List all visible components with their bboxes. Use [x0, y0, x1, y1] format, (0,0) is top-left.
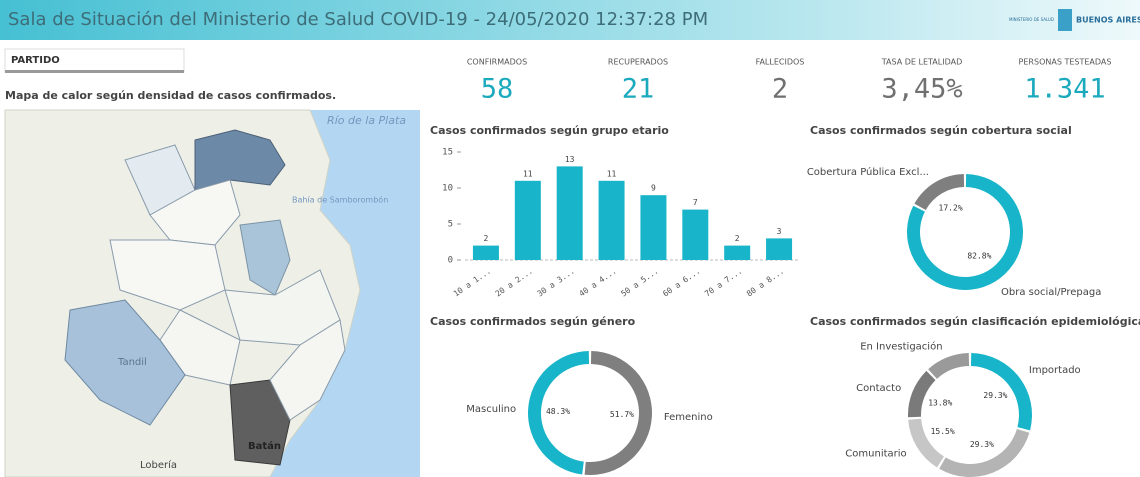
kpi-value: 21 — [622, 74, 655, 105]
y-tick-label: 10 — [442, 184, 453, 194]
category-label: Comunitario — [845, 448, 906, 459]
partido — [159, 309, 241, 386]
donut-slice — [939, 429, 1030, 477]
value-label: 2 — [484, 234, 489, 243]
kpi-value: 2 — [772, 74, 788, 105]
bar — [640, 195, 667, 260]
chart-title: Casos confirmados según grupo etario — [430, 124, 669, 137]
partido — [239, 219, 291, 296]
donut-slice — [907, 370, 936, 418]
x-tick-label: 50 a 5... — [619, 266, 660, 298]
value-label: 48.3% — [546, 407, 570, 416]
value-label: 82.8% — [967, 252, 991, 261]
kpi-label: FALLECIDOS — [756, 58, 805, 67]
donut-slice — [914, 174, 965, 211]
donut-slice — [908, 418, 944, 468]
category-label: Masculino — [466, 404, 516, 415]
x-tick-label: 30 a 3... — [536, 266, 577, 298]
category-label: Importado — [1029, 365, 1081, 376]
x-tick-label: 10 a 1... — [452, 266, 493, 298]
map-label: Bahía de Samborombón — [292, 195, 388, 205]
x-tick-label: 40 a 4... — [577, 266, 618, 298]
x-tick-label: 60 a 6... — [661, 266, 702, 298]
map-label: Lobería — [140, 459, 177, 471]
kpi-label: RECUPERADOS — [608, 58, 668, 67]
header-title: Sala de Situación del Ministerio de Salu… — [8, 9, 708, 30]
x-tick-label: 70 a 7... — [703, 266, 744, 298]
header-bar — [0, 0, 1140, 40]
kpi-label: PERSONAS TESTEADAS — [1019, 58, 1112, 67]
value-label: 3 — [777, 227, 782, 236]
filter-underline — [5, 70, 184, 73]
y-tick-label: 15 — [442, 148, 453, 158]
bar — [598, 180, 625, 260]
bar — [556, 166, 583, 260]
partido — [64, 299, 186, 426]
chart-title: Casos confirmados según cobertura social — [810, 124, 1072, 137]
value-label: 15.5% — [931, 427, 955, 436]
value-label: 11 — [523, 169, 533, 178]
category-label: Femenino — [664, 412, 713, 423]
bar — [682, 209, 709, 260]
kpi-value: 58 — [481, 74, 514, 105]
kpi-label: CONFIRMADOS — [467, 58, 527, 67]
value-label: 13 — [565, 155, 575, 164]
logo: BUENOS AIRES — [1076, 16, 1140, 25]
kpi-label: TASA DE LETALIDAD — [881, 58, 962, 67]
bar — [514, 180, 541, 260]
category-label: Cobertura Pública Excl... — [807, 166, 929, 178]
partido — [269, 319, 346, 421]
map: Río de la Plata Bahía de Samborombón Tan… — [4, 109, 420, 477]
bar — [724, 245, 751, 260]
value-label: 13.8% — [928, 399, 952, 408]
chart-title: Casos confirmados según género — [430, 315, 636, 328]
category-label: Obra social/Prepaga — [1001, 287, 1101, 298]
logo-small: MINISTERIO DE SALUD — [1009, 17, 1054, 22]
value-label: 11 — [607, 169, 617, 178]
value-label: 9 — [651, 184, 656, 193]
value-label: 29.3% — [983, 391, 1007, 400]
value-label: 51.7% — [610, 410, 634, 419]
partido — [229, 379, 291, 466]
kpi-value: 3,45% — [881, 74, 962, 105]
donut-slice — [527, 351, 590, 475]
donut-slice — [584, 351, 652, 475]
map-label: Batán — [248, 440, 281, 452]
map-title: Mapa de calor según densidad de casos co… — [5, 89, 336, 102]
bar — [472, 245, 499, 260]
x-tick-label: 80 a 8... — [745, 266, 786, 298]
map-label: Río de la Plata — [327, 114, 406, 127]
logo-icon — [1058, 9, 1072, 31]
donut-slice — [928, 353, 970, 379]
bar — [766, 238, 793, 260]
x-tick-label: 20 a 2... — [494, 266, 535, 298]
chart-title: Casos confirmados según clasificación ep… — [810, 315, 1140, 328]
filter-label[interactable]: PARTIDO — [11, 55, 60, 66]
value-label: 17.2% — [939, 203, 963, 212]
y-tick-label: 0 — [448, 256, 453, 266]
category-label: En Investigación — [860, 340, 942, 352]
value-label: 2 — [735, 234, 740, 243]
kpi-value: 1.341 — [1024, 74, 1105, 105]
map-label: Tandil — [117, 357, 147, 368]
y-tick-label: 5 — [448, 220, 453, 230]
donut-slice — [970, 353, 1032, 431]
value-label: 29.3% — [970, 440, 994, 449]
value-label: 7 — [693, 198, 698, 207]
category-label: Contacto — [856, 383, 901, 394]
